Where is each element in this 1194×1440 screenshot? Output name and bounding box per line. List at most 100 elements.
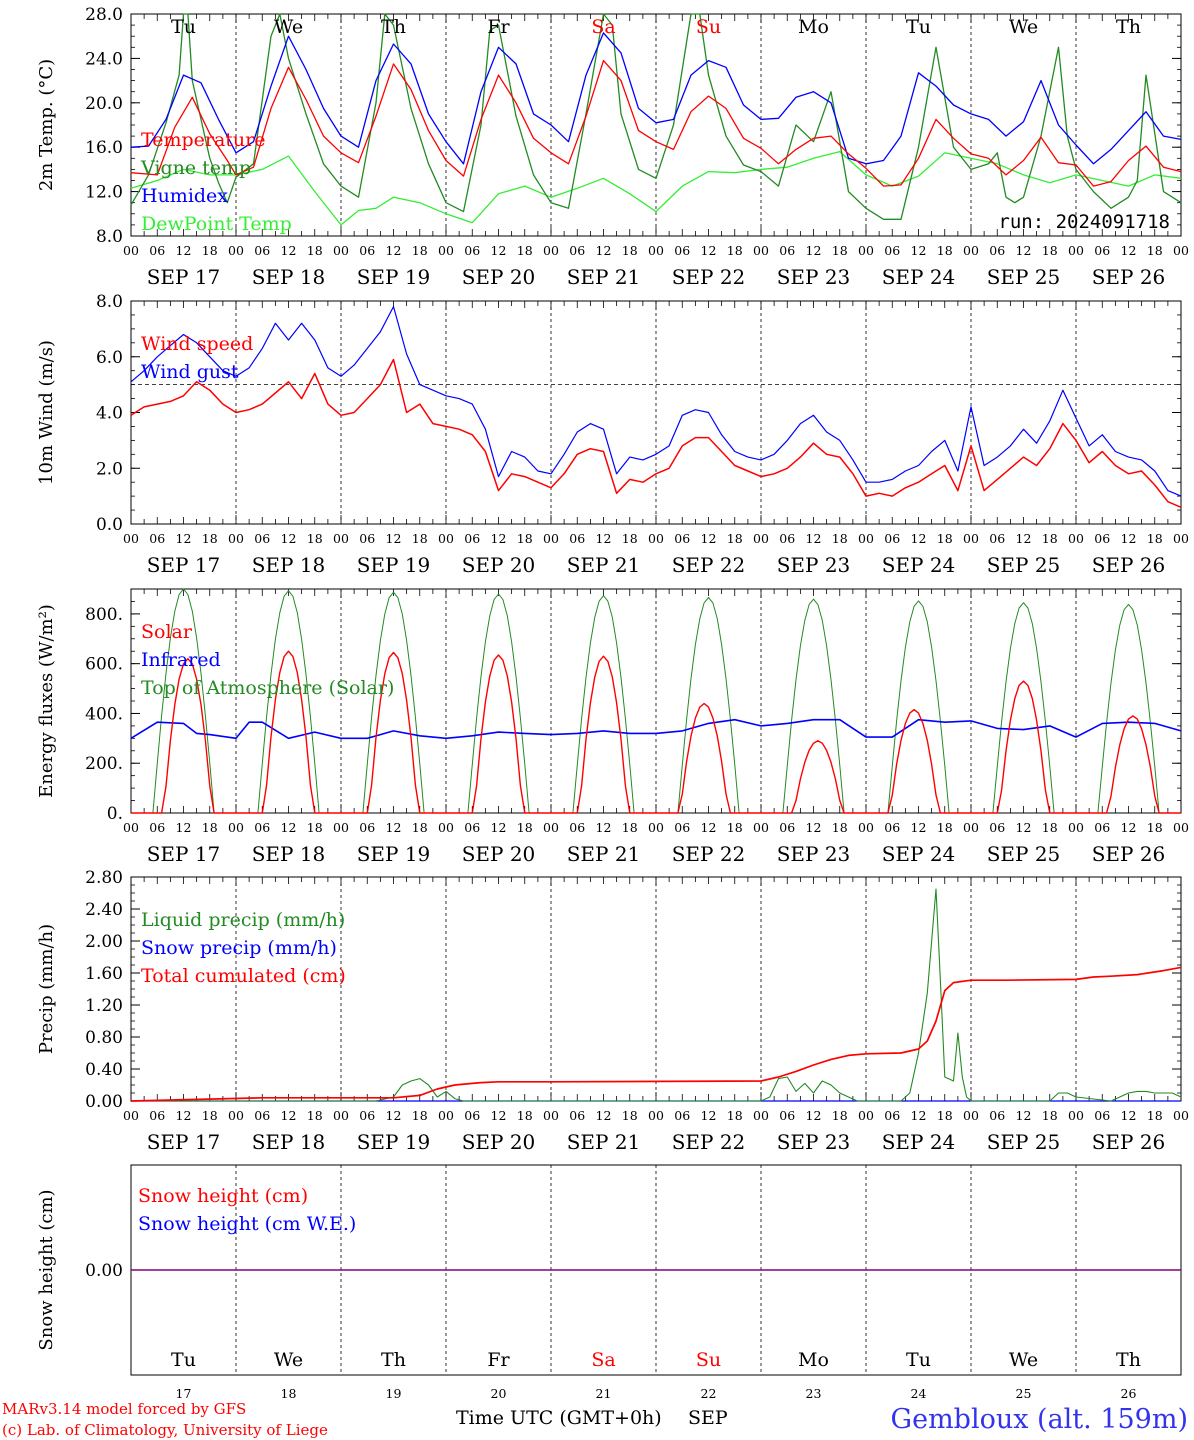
hour-tick-label: 00 <box>228 243 244 258</box>
hour-tick-label: 06 <box>149 531 165 546</box>
hour-tick-label: 06 <box>359 243 375 258</box>
y-tick-label: 6.0 <box>96 348 123 368</box>
hour-tick-label: 18 <box>727 1108 743 1123</box>
hour-tick-label: 00 <box>123 531 139 546</box>
hour-tick-label: 00 <box>1173 243 1189 258</box>
hour-tick-label: 12 <box>491 243 507 258</box>
hour-tick-label: 06 <box>1094 820 1110 835</box>
hour-tick-label: 18 <box>727 243 743 258</box>
hour-tick-label: 18 <box>517 243 533 258</box>
hour-tick-label: 18 <box>937 243 953 258</box>
series-line <box>130 32 1182 165</box>
hour-tick-label: 12 <box>1016 531 1032 546</box>
hour-tick-label: 18 <box>1147 531 1163 546</box>
hour-tick-label: 00 <box>438 820 454 835</box>
hour-tick-label: 18 <box>832 1108 848 1123</box>
y-tick-label: 200. <box>85 754 123 774</box>
hour-tick-label: 12 <box>491 820 507 835</box>
date-label: SEP 26 <box>1092 842 1166 866</box>
day-label: We <box>274 1349 303 1371</box>
hour-tick-label: 12 <box>596 531 612 546</box>
date-label: SEP 24 <box>882 553 956 577</box>
run-label: run: 2024091718 <box>998 211 1170 233</box>
hour-tick-label: 18 <box>202 243 218 258</box>
date-label: SEP 19 <box>357 265 431 289</box>
hour-tick-label: 06 <box>1094 531 1110 546</box>
date-label: SEP 22 <box>672 553 746 577</box>
date-label: SEP 25 <box>987 842 1061 866</box>
hour-tick-label: 18 <box>622 243 638 258</box>
legend-entry: Top of Atmosphere (Solar) <box>141 677 394 699</box>
day-number: 21 <box>596 1386 612 1401</box>
hour-tick-label: 12 <box>176 243 192 258</box>
hour-tick-label: 06 <box>464 820 480 835</box>
day-number: 24 <box>911 1386 927 1401</box>
hour-tick-label: 18 <box>307 1108 323 1123</box>
meteogram-root: 8.0 12.0 16.0 20.0 24.0 28.0 2m Temp. (°C) Temp… <box>36 5 1189 1401</box>
date-label: SEP 21 <box>567 842 641 866</box>
legend-entry: Humidex <box>141 185 228 207</box>
hour-tick-label: 00 <box>228 531 244 546</box>
hour-tick-label: 00 <box>963 531 979 546</box>
hour-tick-label: 00 <box>228 1108 244 1123</box>
legend-entry: Vigne temp <box>140 157 251 179</box>
day-label: Su <box>696 16 721 38</box>
series-line <box>130 150 1182 226</box>
y-axis-title: Energy fluxes (W/m²) <box>36 604 57 798</box>
day-label: Su <box>696 1349 721 1371</box>
date-label: SEP 23 <box>777 842 851 866</box>
date-label: SEP 24 <box>882 842 956 866</box>
hour-tick-label: 12 <box>806 820 822 835</box>
series-line <box>130 59 1182 187</box>
hour-tick-label: 06 <box>254 531 270 546</box>
y-tick-label: 16.0 <box>85 138 123 158</box>
hour-tick-label: 06 <box>989 531 1005 546</box>
hour-tick-label: 06 <box>989 243 1005 258</box>
hour-tick-label: 06 <box>359 1108 375 1123</box>
hour-tick-label: 00 <box>648 243 664 258</box>
hour-tick-label: 18 <box>727 531 743 546</box>
hour-tick-label: 00 <box>123 820 139 835</box>
legend-entry: Snow height (cm W.E.) <box>138 1213 356 1235</box>
hour-tick-label: 06 <box>254 820 270 835</box>
hour-tick-label: 00 <box>648 531 664 546</box>
legend-entry: Liquid precip (mm/h) <box>141 909 345 931</box>
hour-tick-label: 12 <box>1016 820 1032 835</box>
hour-tick-label: 06 <box>569 820 585 835</box>
hour-tick-label: 18 <box>202 531 218 546</box>
y-axis-title: 2m Temp. (°C) <box>36 59 57 191</box>
y-axis-title: Precip (mm/h) <box>36 924 57 1054</box>
hour-tick-label: 12 <box>806 1108 822 1123</box>
hour-tick-label: 12 <box>281 820 297 835</box>
hour-tick-label: 12 <box>911 1108 927 1123</box>
hour-tick-label: 06 <box>674 243 690 258</box>
hour-tick-label: 00 <box>1068 243 1084 258</box>
hour-tick-label: 06 <box>1094 243 1110 258</box>
day-label: Th <box>381 16 406 38</box>
date-label: SEP 17 <box>147 265 221 289</box>
y-tick-label: 1.60 <box>85 964 123 984</box>
hour-tick-label: 18 <box>412 531 428 546</box>
series-line <box>130 358 1182 508</box>
hour-tick-label: 18 <box>937 1108 953 1123</box>
legend-entry: Total cumulated (cm) <box>141 965 346 987</box>
hour-tick-label: 12 <box>176 1108 192 1123</box>
hour-tick-label: 18 <box>832 531 848 546</box>
hour-tick-label: 06 <box>569 1108 585 1123</box>
hour-tick-label: 18 <box>307 820 323 835</box>
hour-tick-label: 00 <box>333 1108 349 1123</box>
date-label: SEP 17 <box>147 842 221 866</box>
hour-tick-label: 12 <box>386 1108 402 1123</box>
hour-tick-label: 18 <box>202 820 218 835</box>
y-tick-label: 800. <box>85 605 123 625</box>
hour-tick-label: 00 <box>648 820 664 835</box>
legend-entry: Snow precip (mm/h) <box>141 937 337 959</box>
hour-tick-label: 12 <box>701 531 717 546</box>
day-label: Tu <box>906 1349 931 1371</box>
hour-tick-label: 00 <box>438 531 454 546</box>
hour-tick-label: 06 <box>464 1108 480 1123</box>
hour-tick-label: 18 <box>1042 531 1058 546</box>
hour-tick-label: 06 <box>674 531 690 546</box>
hour-tick-label: 18 <box>517 1108 533 1123</box>
date-label: SEP 21 <box>567 265 641 289</box>
